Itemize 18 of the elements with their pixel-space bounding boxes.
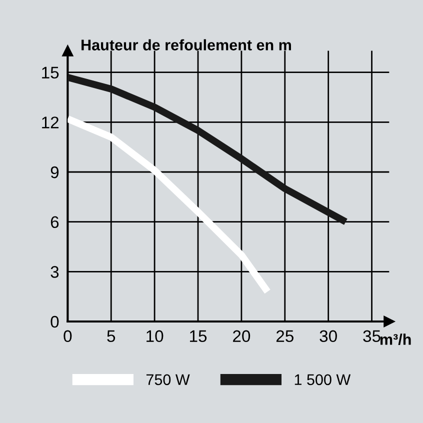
x-tick-label: 15	[190, 330, 207, 342]
x-tick-label: 0	[64, 330, 72, 342]
y-tick-label: 12	[42, 116, 59, 128]
legend-label: 750 W	[146, 374, 190, 386]
x-axis-title: m³/h	[380, 334, 411, 346]
x-tick-label: 10	[146, 330, 164, 342]
x-tick-label: 5	[107, 330, 116, 342]
x-tick-label: 25	[276, 330, 294, 342]
y-tick-label: 3	[50, 266, 59, 278]
y-tick-label: 6	[50, 216, 59, 228]
x-tick-label: 20	[233, 330, 250, 342]
y-tick-label: 0	[50, 316, 59, 328]
x-tick-label: 35	[363, 330, 380, 342]
y-tick-label: 9	[50, 166, 59, 178]
legend-label: 1 500 W	[294, 374, 351, 386]
x-tick-label: 30	[320, 330, 337, 342]
y-axis-title: Hauteur de refoulement en m	[82, 39, 291, 50]
y-tick-label: 15	[42, 66, 59, 79]
